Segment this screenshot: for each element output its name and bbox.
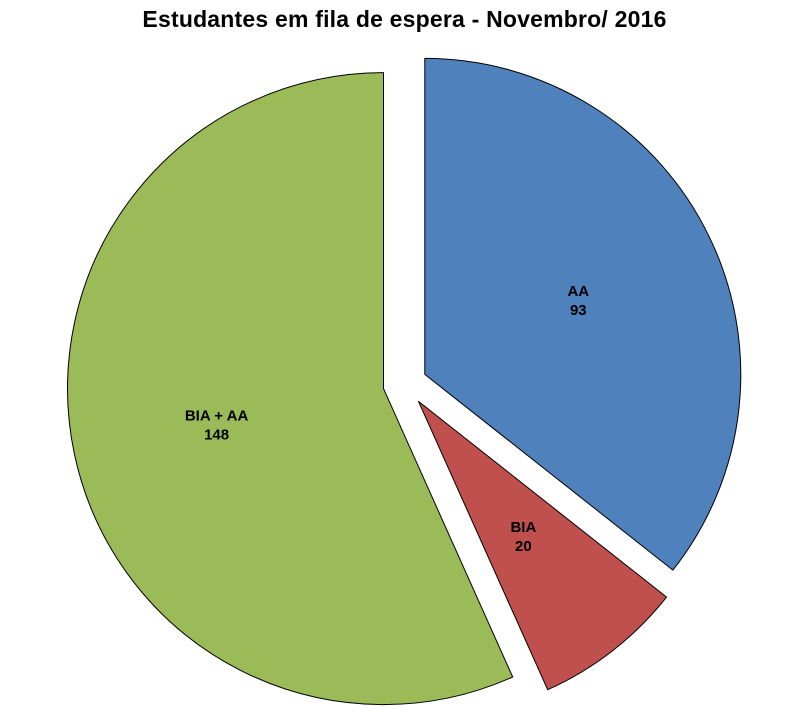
slice-label: BIA + AA 148 [185, 407, 249, 443]
slice-label: BIA 20 [510, 519, 536, 555]
pie-slice-bia [418, 400, 668, 691]
pie-slice-bia-aa [67, 72, 514, 706]
pie-slice-aa [424, 57, 742, 571]
slice-label: AA 93 [567, 283, 589, 319]
chart-title: Estudantes em fila de espera - Novembro/… [142, 6, 667, 32]
